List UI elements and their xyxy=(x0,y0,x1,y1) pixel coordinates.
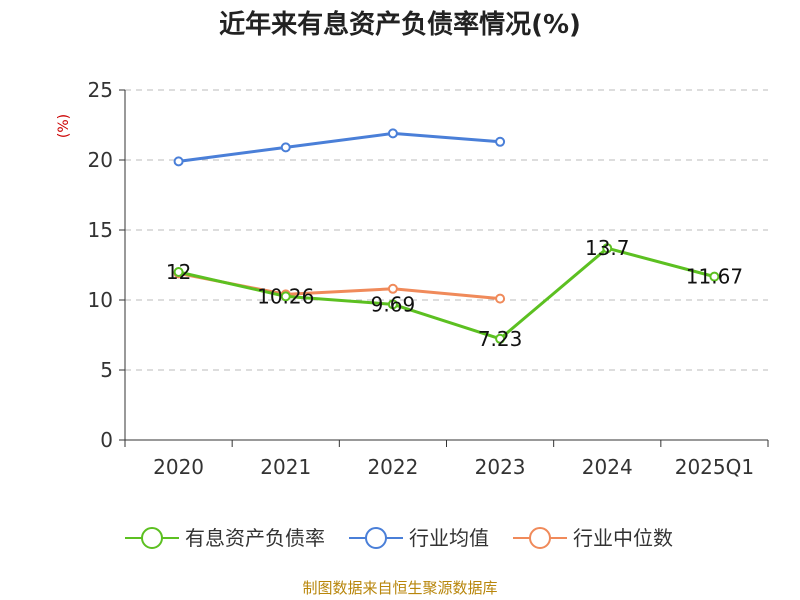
y-tick-label: 0 xyxy=(100,428,113,452)
data-label: 12 xyxy=(166,260,191,284)
source-note: 制图数据来自恒生聚源数据库 xyxy=(302,579,497,597)
data-point xyxy=(280,142,291,153)
legend-item: 行业中位数 xyxy=(513,526,673,550)
y-tick-labels: 0 5 10 15 20 25 xyxy=(88,78,113,452)
data-label: 11.67 xyxy=(686,265,743,289)
grid-lines xyxy=(125,89,768,371)
series-有息资产负债率 xyxy=(173,243,720,344)
legend-item: 行业均值 xyxy=(349,526,489,550)
legend: 有息资产负债率 行业均值 行业中位数 xyxy=(125,526,673,550)
data-label: 10.26 xyxy=(257,284,314,308)
y-tick-label: 15 xyxy=(88,218,113,242)
data-label: 9.69 xyxy=(371,292,416,316)
series-行业中位数 xyxy=(173,268,506,304)
series-行业均值 xyxy=(173,128,506,167)
data-point xyxy=(387,283,398,294)
data-point xyxy=(173,267,184,277)
data-point xyxy=(602,243,613,254)
data-point xyxy=(495,333,506,344)
x-tick-label: 2023 xyxy=(475,455,526,479)
x-tick-label: 2020 xyxy=(153,455,204,479)
x-tick-label: 2022 xyxy=(367,455,418,479)
legend-label: 有息资产负债率 xyxy=(185,526,325,550)
x-tick-label: 2021 xyxy=(260,455,311,479)
y-tick-label: 25 xyxy=(88,78,113,102)
x-tick-labels: 2020 2021 2022 2023 2024 2025Q1 xyxy=(153,455,754,479)
y-tick-label: 10 xyxy=(88,288,113,312)
data-point xyxy=(173,156,184,167)
legend-swatch-marker xyxy=(365,527,387,549)
legend-swatch-marker xyxy=(141,527,163,549)
data-labels: 12 10.26 9.69 7.23 13.7 11.67 xyxy=(166,236,743,351)
data-point xyxy=(495,293,506,304)
legend-swatch-marker xyxy=(529,527,551,549)
x-tick-label: 2025Q1 xyxy=(675,455,754,479)
series-line xyxy=(178,246,715,341)
legend-label: 行业均值 xyxy=(409,526,489,550)
legend-label: 行业中位数 xyxy=(573,526,673,550)
y-tick-label: 20 xyxy=(88,148,113,172)
series-line xyxy=(178,131,501,163)
data-point xyxy=(280,291,291,302)
data-label: 7.23 xyxy=(478,327,523,351)
series-line xyxy=(178,271,501,301)
data-point xyxy=(387,299,398,310)
data-label: 13.7 xyxy=(585,236,630,260)
data-point xyxy=(387,128,398,139)
y-axis-unit: (%) xyxy=(56,114,72,138)
x-tick-label: 2024 xyxy=(582,455,633,479)
legend-item: 有息资产负债率 xyxy=(125,526,325,550)
chart-title: 近年来有息资产负债率情况(%) xyxy=(219,9,581,40)
data-point xyxy=(495,136,506,147)
series-layer xyxy=(173,128,720,344)
data-point xyxy=(709,271,720,282)
y-tick-label: 5 xyxy=(100,358,113,382)
axes xyxy=(119,89,769,447)
